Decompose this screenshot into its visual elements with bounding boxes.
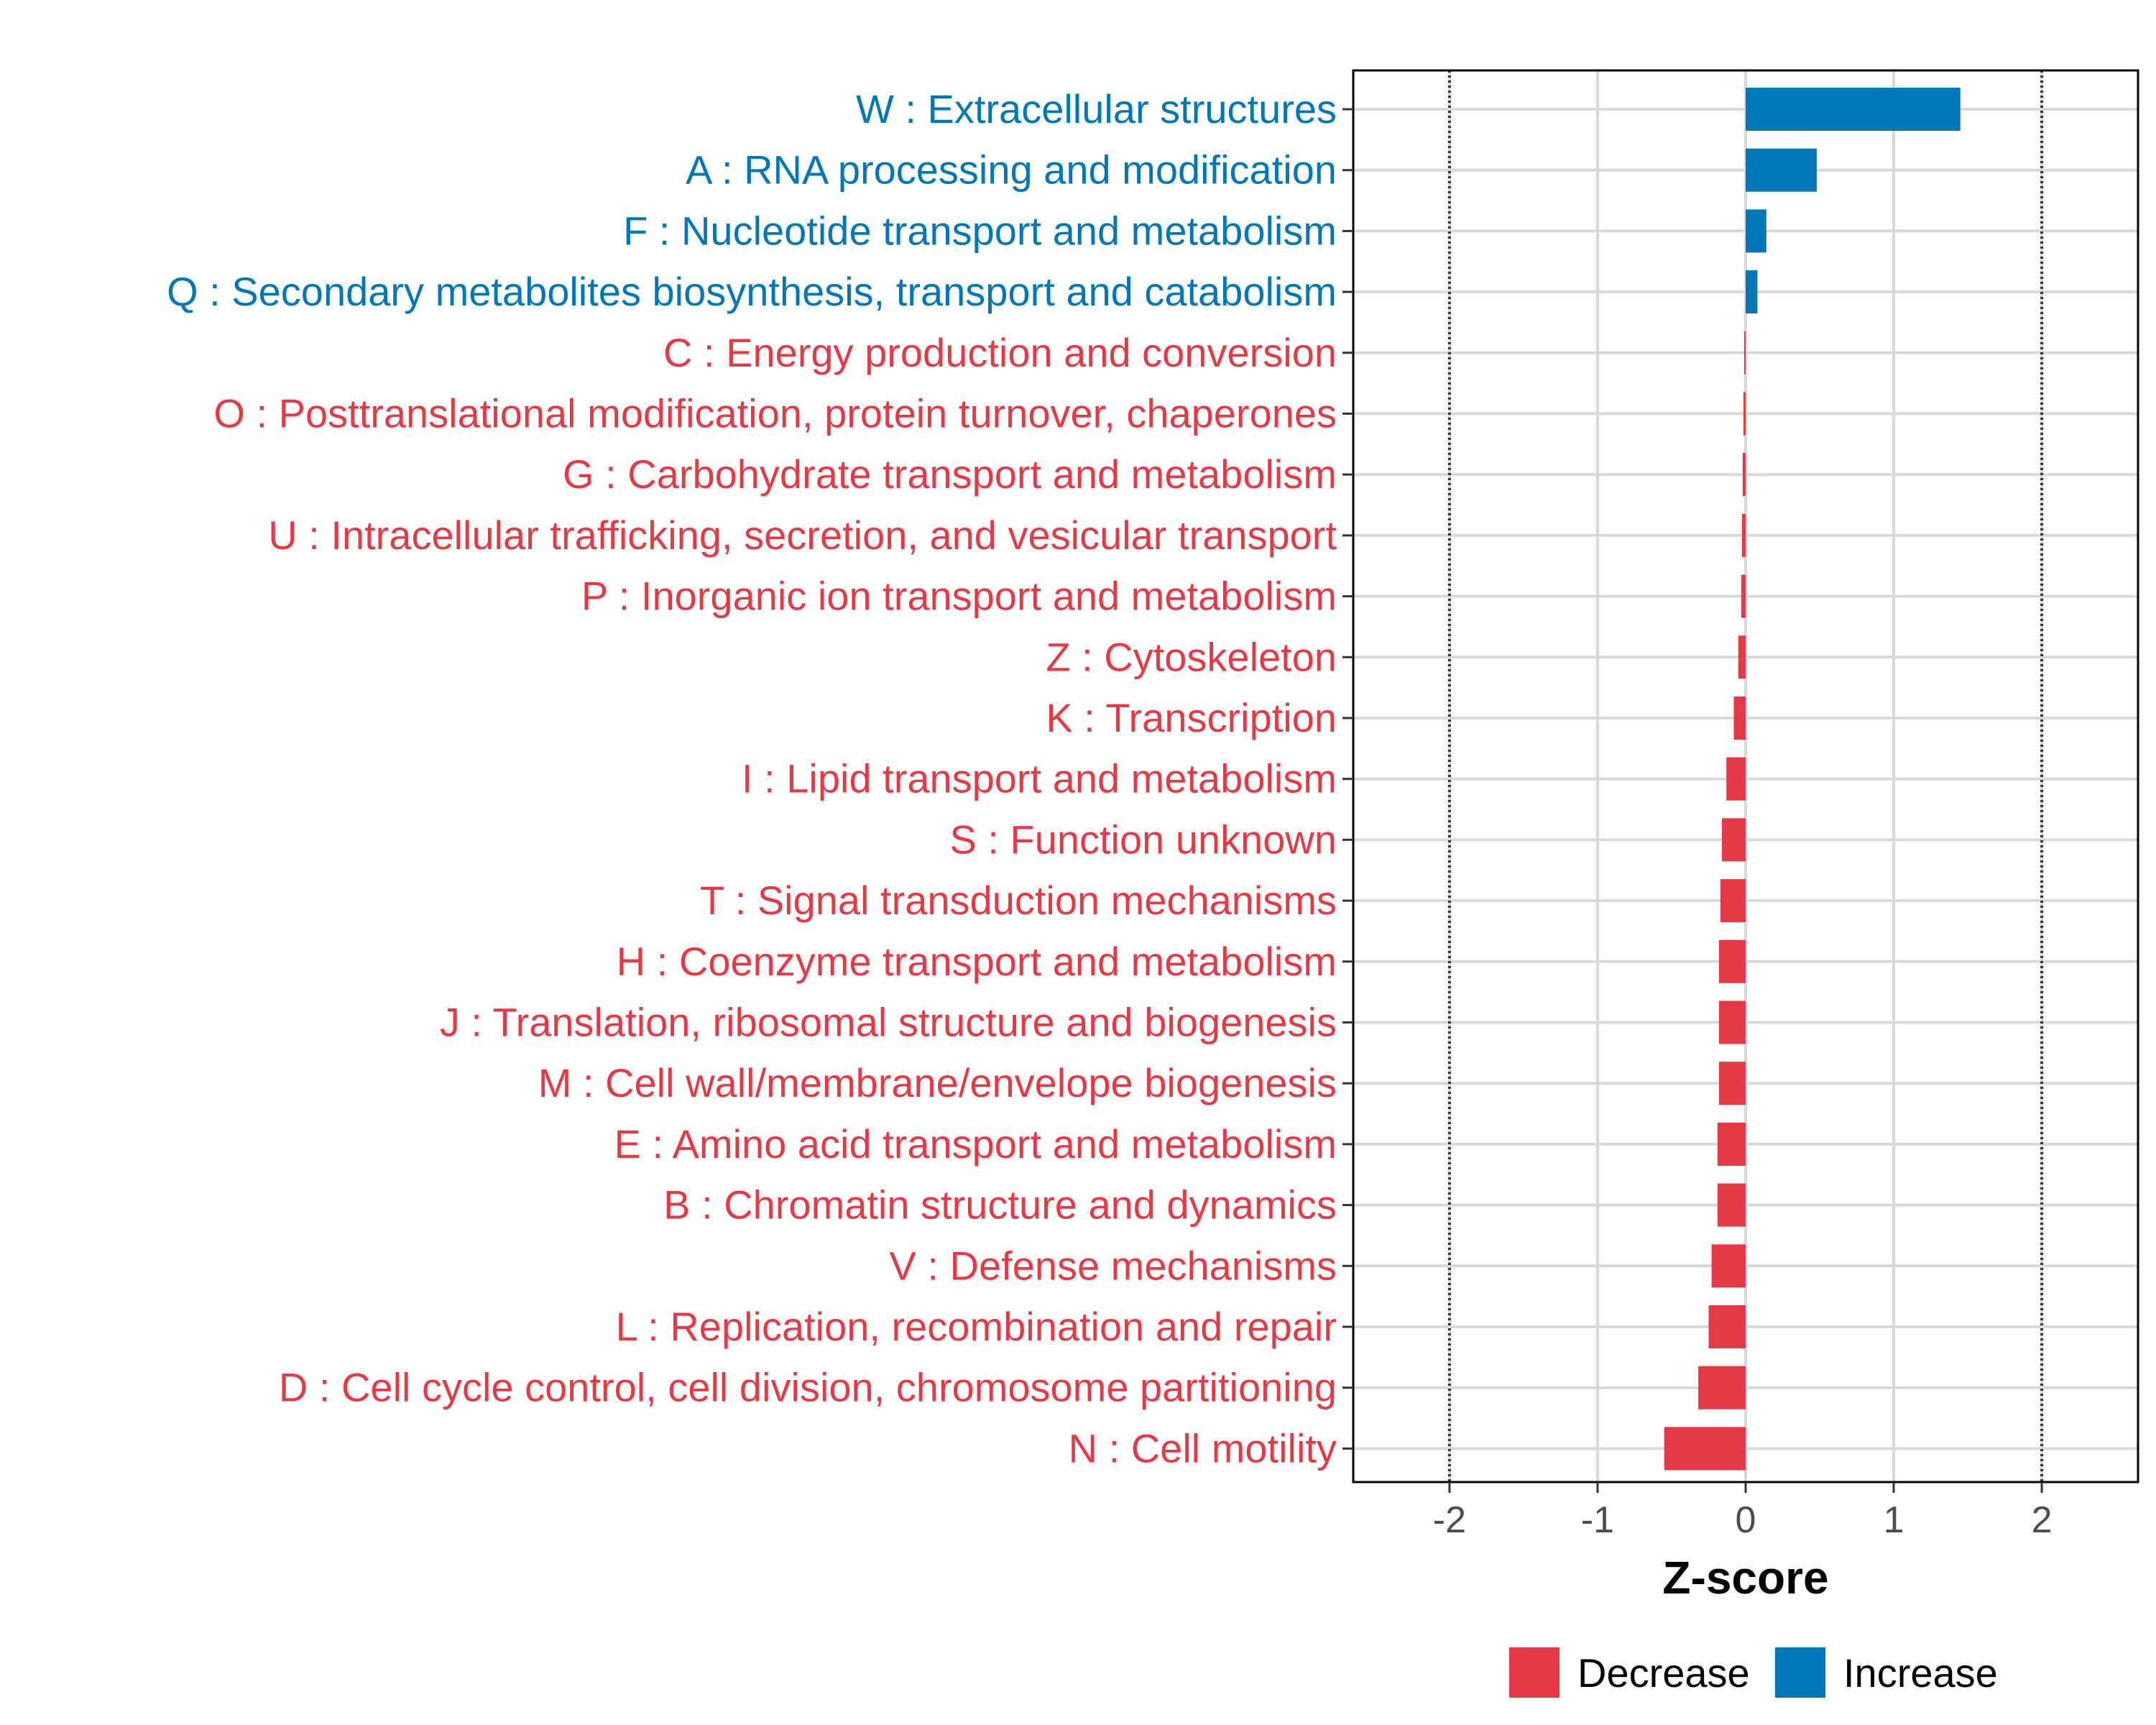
- bar-l: [1708, 1305, 1746, 1348]
- bar-o: [1743, 392, 1746, 436]
- x-tick-label: 2: [2032, 1499, 2053, 1541]
- bar-q: [1746, 270, 1758, 314]
- category-label: E : Amino acid transport and metabolism: [614, 1121, 1337, 1167]
- bar-t: [1720, 879, 1746, 923]
- bars: [1664, 88, 1961, 1471]
- category-label: B : Chromatin structure and dynamics: [663, 1182, 1337, 1228]
- bar-k: [1733, 696, 1746, 740]
- legend: Decrease Increase: [1509, 1647, 1998, 1698]
- category-label: Z : Cytoskeleton: [1046, 634, 1337, 679]
- reference-lines: [1447, 70, 2044, 1482]
- bar-u: [1741, 513, 1746, 557]
- bar-c: [1743, 331, 1746, 374]
- x-tick-label: 0: [1736, 1499, 1756, 1541]
- category-label: Q : Secondary metabolites biosynthesis, …: [167, 269, 1337, 314]
- bar-s: [1722, 818, 1746, 862]
- category-label: S : Function unknown: [949, 816, 1337, 862]
- category-label: L : Replication, recombination and repai…: [616, 1304, 1337, 1349]
- bar-d: [1698, 1366, 1746, 1409]
- category-label: D : Cell cycle control, cell division, c…: [279, 1365, 1337, 1410]
- legend-label-increase: Increase: [1843, 1650, 1998, 1696]
- x-tick-label: 1: [1884, 1499, 1904, 1541]
- category-label: J : Translation, ribosomal structure and…: [440, 1000, 1337, 1045]
- bar-n: [1664, 1427, 1746, 1471]
- category-label: N : Cell motility: [1069, 1425, 1337, 1471]
- bar-a: [1746, 148, 1817, 192]
- bar-h: [1718, 939, 1746, 983]
- bar-j: [1718, 1000, 1746, 1044]
- category-label: I : Lipid transport and metabolism: [742, 756, 1337, 801]
- category-label: O : Posttranslational modification, prot…: [213, 391, 1337, 436]
- category-label: W : Extracellular structures: [856, 86, 1337, 132]
- category-label: T : Signal transduction mechanisms: [700, 878, 1337, 923]
- bar-p: [1741, 574, 1746, 618]
- category-label: K : Transcription: [1046, 695, 1337, 740]
- bar-i: [1726, 757, 1746, 801]
- bar-f: [1746, 209, 1766, 253]
- category-label: H : Coenzyme transport and metabolism: [617, 939, 1337, 984]
- category-label: V : Defense mechanisms: [890, 1243, 1337, 1288]
- bar-v: [1711, 1244, 1746, 1288]
- category-label: P : Inorganic ion transport and metaboli…: [581, 574, 1337, 619]
- bar-m: [1718, 1062, 1746, 1105]
- bar-b: [1717, 1183, 1746, 1227]
- category-label: F : Nucleotide transport and metabolism: [623, 208, 1337, 253]
- category-label: C : Energy production and conversion: [663, 330, 1337, 375]
- x-tick-label: -2: [1433, 1499, 1466, 1541]
- category-label: M : Cell wall/membrane/envelope biogenes…: [538, 1060, 1337, 1105]
- category-label: U : Intracellular trafficking, secretion…: [268, 512, 1337, 558]
- x-tick-label: -1: [1581, 1499, 1614, 1541]
- bar-e: [1717, 1122, 1746, 1166]
- legend-key-decrease: [1509, 1647, 1560, 1698]
- x-axis-title: Z-score: [1662, 1552, 1828, 1604]
- category-labels: W : Extracellular structures A : RNA proc…: [167, 86, 1337, 1471]
- bar-g: [1742, 453, 1746, 497]
- x-axis-ticks: -2 -1 0 1 2: [1433, 1482, 2053, 1541]
- category-label: A : RNA processing and modification: [686, 147, 1337, 193]
- bar-z: [1738, 635, 1746, 679]
- legend-label-decrease: Decrease: [1577, 1650, 1750, 1696]
- bar-w: [1746, 88, 1961, 131]
- y-axis-ticks: [1342, 108, 1353, 1450]
- category-label: G : Carbohydrate transport and metabolis…: [563, 451, 1337, 497]
- legend-key-increase: [1775, 1647, 1825, 1698]
